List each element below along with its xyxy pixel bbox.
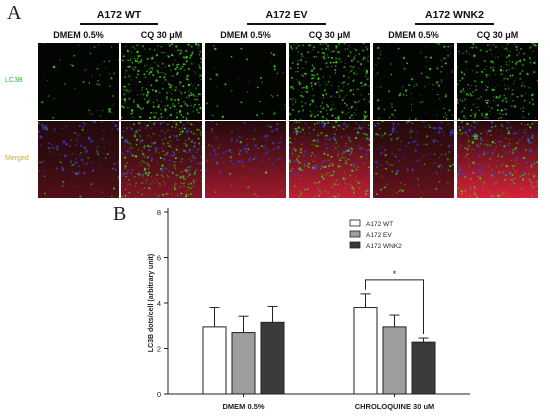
- legend-swatch: [349, 219, 361, 227]
- significance-bracket: [365, 279, 424, 335]
- bar: [353, 307, 378, 395]
- y-tick-label: 6: [157, 254, 161, 263]
- group-underline: [415, 23, 494, 25]
- x-tick-label: CHROLOQUINE 30 uM: [355, 402, 435, 411]
- condition-label: CQ 30 μM: [476, 30, 519, 40]
- group-underline: [247, 23, 326, 25]
- y-axis-label: LC3B dots/cell (arbitrary unit): [148, 254, 155, 352]
- lc3b-micrograph: [205, 43, 286, 120]
- lc3b-micrograph: [289, 43, 370, 120]
- condition-label: DMEM 0.5%: [220, 30, 271, 40]
- row-label: LC3B: [5, 77, 23, 84]
- legend-label: A172 EV: [366, 232, 392, 239]
- bar: [202, 326, 227, 395]
- merged-micrograph: [289, 121, 370, 198]
- group-title: A172 EV: [265, 9, 308, 21]
- lc3b-micrograph: [457, 43, 538, 120]
- condition-label: DMEM 0.5%: [53, 30, 104, 40]
- y-tick-label: 8: [157, 208, 161, 217]
- condition-label: CQ 30 μM: [308, 30, 351, 40]
- legend-label: A172 WT: [366, 221, 393, 228]
- panel-a-letter: A: [7, 2, 22, 24]
- merged-micrograph: [457, 121, 538, 198]
- bar: [231, 332, 256, 395]
- condition-label: CQ 30 μM: [140, 30, 183, 40]
- y-tick-label: 2: [157, 345, 161, 354]
- y-tick-label: 4: [157, 299, 161, 308]
- condition-label: DMEM 0.5%: [388, 30, 439, 40]
- bar: [411, 341, 436, 395]
- lc3b-micrograph: [38, 43, 119, 120]
- legend-swatch: [349, 241, 361, 249]
- significance-marker: *: [393, 269, 397, 279]
- y-tick-label: 0: [157, 390, 161, 399]
- row-label: Merged: [5, 155, 29, 162]
- x-tick-label: DMEM 0.5%: [222, 402, 264, 411]
- panel-b-letter: B: [113, 203, 127, 225]
- merged-micrograph: [38, 121, 119, 198]
- bar: [260, 321, 285, 395]
- group-title: A172 WT: [96, 9, 142, 21]
- merged-micrograph: [373, 121, 454, 198]
- lc3b-micrograph: [373, 43, 454, 120]
- merged-micrograph: [121, 121, 202, 198]
- lc3b-micrograph: [121, 43, 202, 120]
- bar: [382, 326, 407, 395]
- group-underline: [80, 23, 158, 25]
- legend-swatch: [349, 230, 361, 238]
- group-title: A172 WNK2: [425, 9, 484, 21]
- legend-label: A172 WNK2: [366, 243, 402, 250]
- merged-micrograph: [205, 121, 286, 198]
